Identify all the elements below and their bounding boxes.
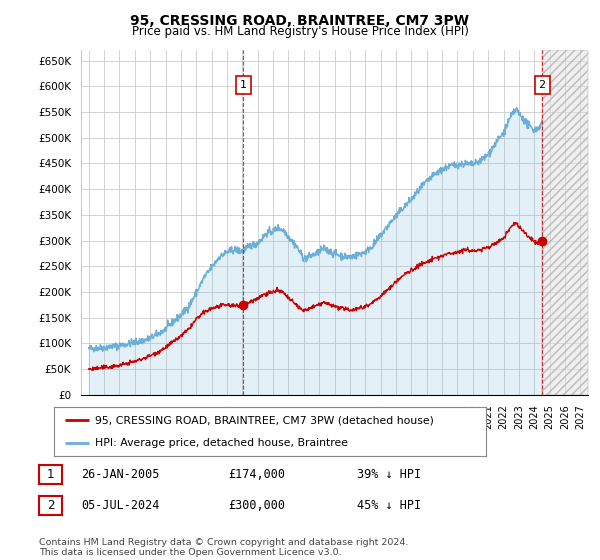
Text: Contains HM Land Registry data © Crown copyright and database right 2024.
This d: Contains HM Land Registry data © Crown c… [39, 538, 409, 557]
Text: 05-JUL-2024: 05-JUL-2024 [81, 498, 160, 512]
Text: £300,000: £300,000 [228, 498, 285, 512]
Text: HPI: Average price, detached house, Braintree: HPI: Average price, detached house, Brai… [95, 438, 348, 448]
Text: 2: 2 [539, 80, 545, 90]
Text: 39% ↓ HPI: 39% ↓ HPI [357, 468, 421, 481]
Text: 26-JAN-2005: 26-JAN-2005 [81, 468, 160, 481]
Text: 45% ↓ HPI: 45% ↓ HPI [357, 498, 421, 512]
Text: 1: 1 [240, 80, 247, 90]
Text: £174,000: £174,000 [228, 468, 285, 481]
Text: 95, CRESSING ROAD, BRAINTREE, CM7 3PW (detached house): 95, CRESSING ROAD, BRAINTREE, CM7 3PW (d… [95, 416, 434, 426]
Text: 95, CRESSING ROAD, BRAINTREE, CM7 3PW: 95, CRESSING ROAD, BRAINTREE, CM7 3PW [131, 14, 470, 28]
Text: Price paid vs. HM Land Registry's House Price Index (HPI): Price paid vs. HM Land Registry's House … [131, 25, 469, 38]
Text: 2: 2 [47, 498, 54, 512]
Text: 1: 1 [47, 468, 54, 481]
